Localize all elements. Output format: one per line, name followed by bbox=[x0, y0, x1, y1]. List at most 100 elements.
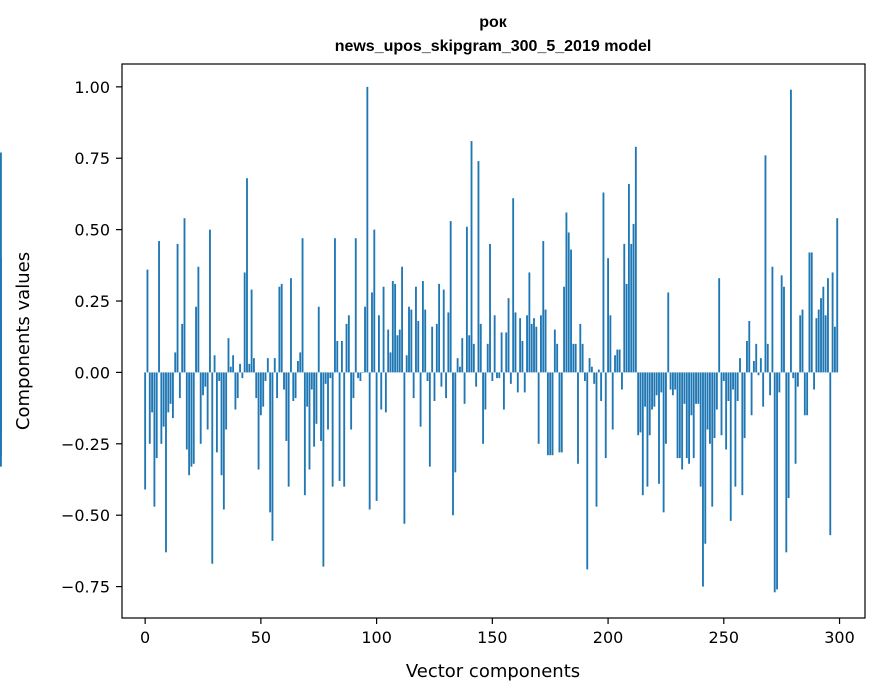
bar bbox=[172, 372, 174, 419]
bar bbox=[192, 372, 195, 464]
bar bbox=[621, 372, 623, 390]
bar bbox=[521, 341, 524, 373]
bar bbox=[725, 372, 728, 450]
bar bbox=[560, 372, 563, 453]
bar bbox=[519, 318, 522, 373]
bar bbox=[558, 372, 561, 453]
bar bbox=[792, 372, 795, 379]
bar bbox=[692, 372, 695, 459]
bar bbox=[283, 372, 285, 390]
bar bbox=[357, 372, 360, 379]
plot-frame bbox=[121, 63, 866, 619]
bar bbox=[607, 258, 609, 373]
bar bbox=[662, 372, 665, 513]
bar bbox=[204, 372, 207, 387]
bar bbox=[676, 372, 679, 459]
bar bbox=[461, 338, 464, 373]
bar bbox=[491, 372, 494, 381]
bar bbox=[438, 283, 441, 373]
bar bbox=[743, 372, 746, 439]
bar bbox=[535, 326, 538, 373]
bar bbox=[794, 372, 797, 464]
bar bbox=[542, 241, 545, 373]
bar bbox=[759, 358, 762, 373]
bar bbox=[389, 352, 392, 373]
bar bbox=[408, 306, 410, 373]
bar bbox=[746, 341, 748, 373]
bar bbox=[155, 372, 158, 459]
bar bbox=[674, 372, 677, 390]
bar bbox=[484, 372, 487, 410]
bar bbox=[734, 372, 737, 487]
bar bbox=[533, 318, 535, 373]
bar bbox=[387, 329, 390, 373]
bar bbox=[401, 266, 403, 373]
bar bbox=[359, 372, 362, 381]
bar bbox=[435, 323, 438, 373]
bar bbox=[313, 372, 316, 447]
bar bbox=[803, 372, 806, 416]
bar bbox=[787, 372, 790, 499]
bar bbox=[181, 323, 184, 373]
x-tick-label: 100 bbox=[361, 628, 392, 647]
bar bbox=[579, 323, 582, 373]
bar bbox=[405, 355, 408, 373]
bar bbox=[776, 372, 778, 590]
bar bbox=[234, 372, 237, 410]
bar bbox=[681, 372, 684, 470]
bar bbox=[202, 372, 204, 396]
bar bbox=[685, 372, 688, 459]
bar bbox=[796, 372, 799, 387]
y-tick-label: 0.25 bbox=[74, 292, 110, 311]
bar bbox=[324, 372, 327, 384]
x-tick-label: 200 bbox=[593, 628, 624, 647]
bar bbox=[329, 372, 332, 379]
bar bbox=[183, 218, 186, 373]
bar bbox=[528, 272, 531, 373]
bar bbox=[750, 372, 753, 416]
bar bbox=[836, 218, 839, 373]
bar bbox=[475, 372, 478, 387]
y-tick-label: −0.25 bbox=[61, 435, 110, 454]
bar bbox=[322, 372, 325, 567]
x-axis-ticks: 0 50 100 150 200 250 300 bbox=[140, 618, 855, 647]
bar bbox=[544, 309, 547, 373]
bar bbox=[454, 372, 457, 473]
y-tick-label: 1.00 bbox=[74, 78, 110, 97]
bar bbox=[190, 372, 193, 467]
bar bbox=[426, 372, 429, 381]
bar bbox=[236, 372, 239, 399]
bar bbox=[817, 309, 820, 373]
bar bbox=[567, 232, 570, 373]
bar bbox=[371, 292, 373, 373]
bar bbox=[229, 366, 232, 373]
bar bbox=[549, 372, 552, 456]
x-tick-label: 250 bbox=[709, 628, 740, 647]
bar bbox=[602, 192, 605, 373]
bar bbox=[644, 372, 647, 407]
x-tick-label: 50 bbox=[251, 628, 271, 647]
bar bbox=[320, 372, 322, 441]
bar bbox=[285, 372, 288, 441]
bar bbox=[470, 141, 473, 373]
bar bbox=[257, 372, 260, 470]
bar bbox=[827, 278, 829, 373]
bar bbox=[762, 372, 765, 407]
bar bbox=[584, 372, 586, 381]
bar bbox=[801, 309, 804, 373]
bar bbox=[415, 286, 417, 373]
bar bbox=[336, 341, 339, 373]
bar bbox=[169, 372, 172, 404]
bar bbox=[736, 372, 739, 401]
bar bbox=[711, 372, 714, 507]
bar bbox=[512, 198, 515, 373]
bar bbox=[718, 278, 721, 373]
bar bbox=[502, 372, 505, 410]
bar bbox=[354, 238, 357, 373]
bar bbox=[790, 89, 792, 373]
bar bbox=[590, 366, 593, 373]
bar bbox=[232, 355, 235, 373]
bar bbox=[340, 341, 343, 373]
bar bbox=[489, 243, 491, 373]
bar bbox=[472, 343, 475, 373]
